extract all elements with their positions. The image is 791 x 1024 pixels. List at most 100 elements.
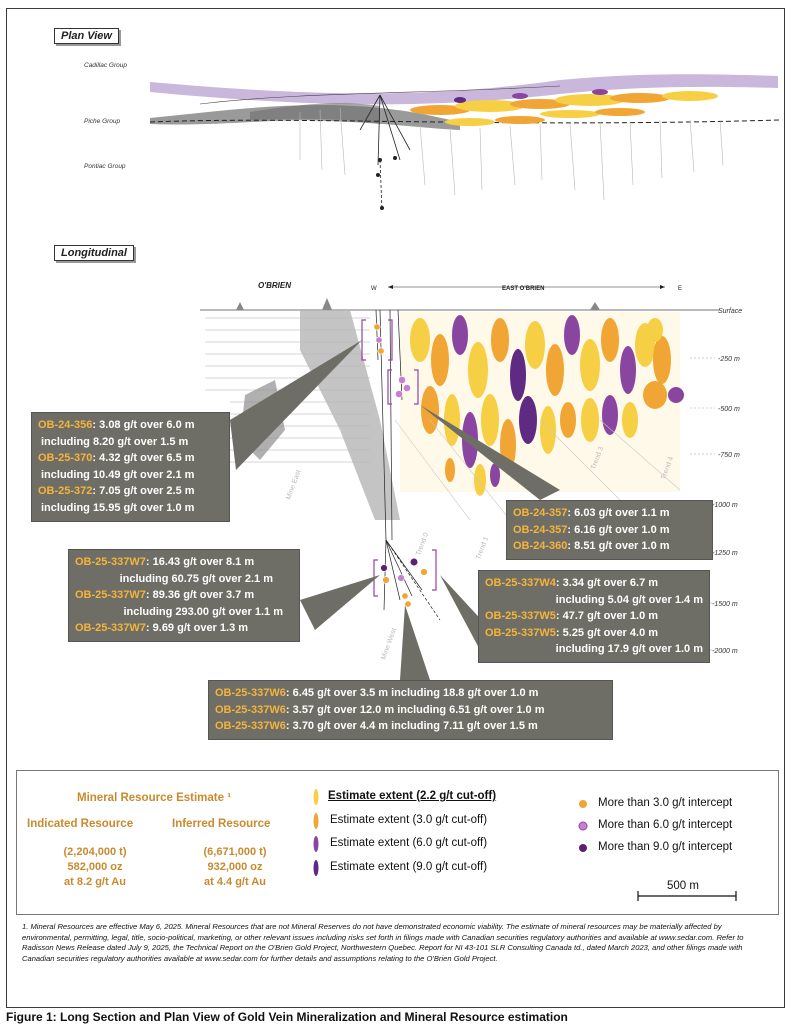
extent-swatch-9-0	[313, 860, 319, 876]
indicated-values: (2,204,000 t) 582,000 oz at 8.2 g/t Au	[40, 845, 150, 890]
callout-mid-left: OB-25-337W7: 16.43 g/t over 8.1 m includ…	[68, 549, 300, 642]
longitudinal-title: Longitudinal	[54, 245, 134, 261]
depth-label-250: -250 m	[718, 356, 740, 363]
callout-line: OB-25-337W5: 5.25 g/t over 4.0 m	[485, 626, 659, 639]
indicated-title: Indicated Resource	[27, 818, 134, 830]
callout-upper-left: OB-24-356: 3.08 g/t over 6.0 m including…	[31, 412, 230, 522]
callout-line: OB-25-337W6: 3.57 g/t over 12.0 m includ…	[215, 703, 545, 716]
callout-line: including 293.00 g/t over 1.1 m	[123, 605, 283, 618]
callout-line: OB-24-360: 8.51 g/t over 1.0 m	[513, 540, 670, 553]
callout-line: OB-25-337W7: 89.36 g/t over 3.7 m	[75, 589, 255, 602]
callout-bottom: OB-25-337W6: 6.45 g/t over 3.5 m includi…	[208, 680, 613, 740]
callout-upper-right: OB-24-357: 6.03 g/t over 1.1 m OB-24-357…	[506, 500, 713, 560]
depth-label-750: -750 m	[718, 452, 740, 459]
legend-box	[16, 770, 779, 915]
intercept-swatch-6	[578, 821, 588, 831]
trend-lines	[394, 419, 681, 521]
callout-mid-right: OB-25-337W4: 3.34 g/t over 6.7 m includi…	[478, 570, 710, 663]
extent-swatch-6-0	[313, 836, 319, 852]
callout-line: including 17.9 g/t over 1.0 m	[555, 643, 703, 656]
indicated-grade: at 8.2 g/t Au	[64, 876, 126, 888]
extent-label-9-0: Estimate extent (9.0 g/t cut-off)	[330, 861, 488, 873]
intercept-swatch-3	[579, 800, 587, 808]
callout-line: OB-24-356: 3.08 g/t over 6.0 m	[38, 419, 195, 431]
plan-view-title: Plan View	[54, 28, 119, 44]
plan-mineralization	[410, 89, 718, 126]
intercept-dot	[397, 574, 405, 582]
intercept-dot	[401, 592, 409, 600]
callout-line: OB-25-337W7: 9.69 g/t over 1.3 m	[75, 622, 249, 635]
intercept-label-6: More than 6.0 g/t intercept	[598, 819, 733, 831]
plan-view-map	[149, 74, 781, 211]
callout-line: OB-25-337W6: 6.45 g/t over 3.5 m includi…	[215, 687, 539, 699]
intercept-dot	[382, 576, 390, 584]
depth-label-500: -500 m	[718, 406, 740, 413]
callout-line: OB-25-337W6: 3.70 g/t over 4.4 m includi…	[215, 720, 538, 733]
depth-label-1000: -1000 m	[712, 502, 738, 509]
surface-label: Surface	[718, 308, 742, 315]
scale-label: 500 m	[667, 880, 699, 892]
footnote: 1. Mineral Resources are effective May 6…	[22, 922, 744, 963]
contact-line-1	[149, 119, 781, 124]
intercept-label-9: More than 9.0 g/t intercept	[598, 841, 733, 853]
inferred-values: (6,671,000 t) 932,000 oz at 4.4 g/t Au	[180, 845, 290, 890]
inferred-tonnes: (6,671,000 t)	[203, 846, 267, 858]
mre-title: Mineral Resource Estimate ¹	[77, 792, 232, 804]
depth-label-1250: -1250 m	[712, 550, 738, 557]
intercept-dot	[404, 600, 412, 608]
intercept-dot	[409, 557, 419, 567]
intercept-swatch-9	[579, 844, 587, 852]
intercept-dot	[377, 347, 385, 355]
callout-line: OB-25-337W4: 3.34 g/t over 6.7 m	[485, 577, 659, 589]
callout-line: including 8.20 g/t over 1.5 m	[41, 435, 189, 448]
plan-drill-fan	[359, 94, 411, 211]
longitudinal-section: O'BRIEN W EAST O'BRIEN E Surface -250 m …	[200, 281, 742, 680]
inferred-ounces: 932,000 oz	[207, 861, 263, 873]
intercept-dot	[375, 336, 383, 344]
inferred-title: Inferred Resource	[172, 818, 271, 830]
cadillac-group-label: Cadillac Group	[84, 62, 127, 69]
intercept-dot	[380, 564, 388, 572]
extent-label-2-2: Estimate extent (2.2 g/t cut-off)	[328, 790, 497, 802]
west-marker: W	[371, 286, 377, 292]
callout-line: OB-25-337W7: 16.43 g/t over 8.1 m	[75, 556, 255, 568]
intercept-dot	[373, 323, 381, 331]
piche-group-label: Piche Group	[84, 118, 121, 125]
cadillac-band	[150, 74, 778, 105]
callout-line: including 60.75 g/t over 2.1 m	[119, 572, 273, 585]
inferred-grade: at 4.4 g/t Au	[204, 876, 266, 888]
callout-line: OB-25-370: 4.32 g/t over 6.5 m	[38, 452, 195, 465]
extent-label-3-0: Estimate extent (3.0 g/t cut-off)	[330, 814, 488, 826]
east-obrien-label: EAST O'BRIEN	[502, 286, 544, 292]
east-marker: E	[678, 286, 682, 292]
headframe-3	[590, 302, 600, 310]
depth-label-2000: -2000 m	[712, 648, 738, 655]
plan-collars	[376, 156, 397, 210]
extent-label-6-0: Estimate extent (6.0 g/t cut-off)	[330, 837, 488, 849]
extent-swatch-2-2	[313, 789, 319, 805]
callout-line: including 10.49 g/t over 2.1 m	[41, 468, 195, 481]
plan-drill-traces	[299, 107, 724, 201]
callout-line: OB-25-337W5: 47.7 g/t over 1.0 m	[485, 610, 659, 623]
intercept-dot	[398, 376, 406, 384]
intercept-dot	[420, 568, 428, 576]
obrien-label: O'BRIEN	[258, 281, 291, 290]
figure-frame	[6, 8, 785, 1008]
intercept-label-3: More than 3.0 g/t intercept	[598, 797, 733, 809]
east-obrien-mineralization	[400, 312, 684, 496]
depth-label-1500: -1500 m	[712, 601, 738, 608]
callout-line: including 5.04 g/t over 1.4 m	[555, 593, 703, 606]
figure-caption: Figure 1: Long Section and Plan View of …	[6, 1010, 568, 1024]
intercept-dots	[373, 323, 428, 608]
headframe-1	[236, 302, 244, 310]
indicated-tonnes: (2,204,000 t)	[63, 846, 127, 858]
headframe-2	[322, 298, 332, 310]
callout-line: including 15.95 g/t over 1.0 m	[41, 501, 195, 514]
pontiac-group-label: Pontiac Group	[84, 163, 126, 170]
piche-band-dark	[250, 103, 380, 124]
callout-line: OB-24-357: 6.16 g/t over 1.0 m	[513, 523, 670, 536]
contact-line-2	[199, 85, 561, 105]
indicated-ounces: 582,000 oz	[67, 861, 123, 873]
extent-swatch-3-0	[313, 813, 319, 829]
